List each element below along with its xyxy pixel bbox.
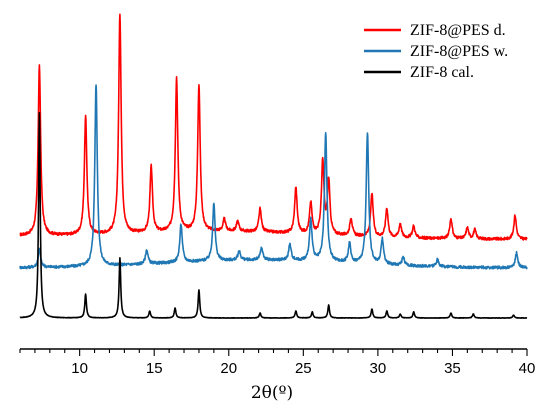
- x-tick-label: 25: [295, 360, 312, 377]
- x-tick-label: 40: [519, 360, 536, 377]
- x-tick-label: 10: [71, 360, 88, 377]
- legend-label-2: ZIF-8@PES w.: [410, 43, 508, 60]
- x-tick-label: 15: [146, 360, 163, 377]
- x-tick-label: 35: [444, 360, 461, 377]
- x-tick-label: 30: [370, 360, 387, 377]
- x-tick-label: 20: [220, 360, 237, 377]
- x-axis: 10 15 20 25 30 35 40: [19, 348, 536, 377]
- x-axis-title: 2θ(º): [251, 383, 293, 403]
- series-line-1: [19, 13, 528, 241]
- legend-label-1: ZIF-8@PES d.: [410, 22, 506, 39]
- series-layer: [19, 13, 528, 319]
- series-line-3: [19, 112, 528, 319]
- legend: ZIF-8@PES d. ZIF-8@PES w. ZIF-8 cal.: [364, 22, 508, 81]
- series-line-2: [19, 84, 528, 270]
- legend-label-3: ZIF-8 cal.: [410, 64, 474, 81]
